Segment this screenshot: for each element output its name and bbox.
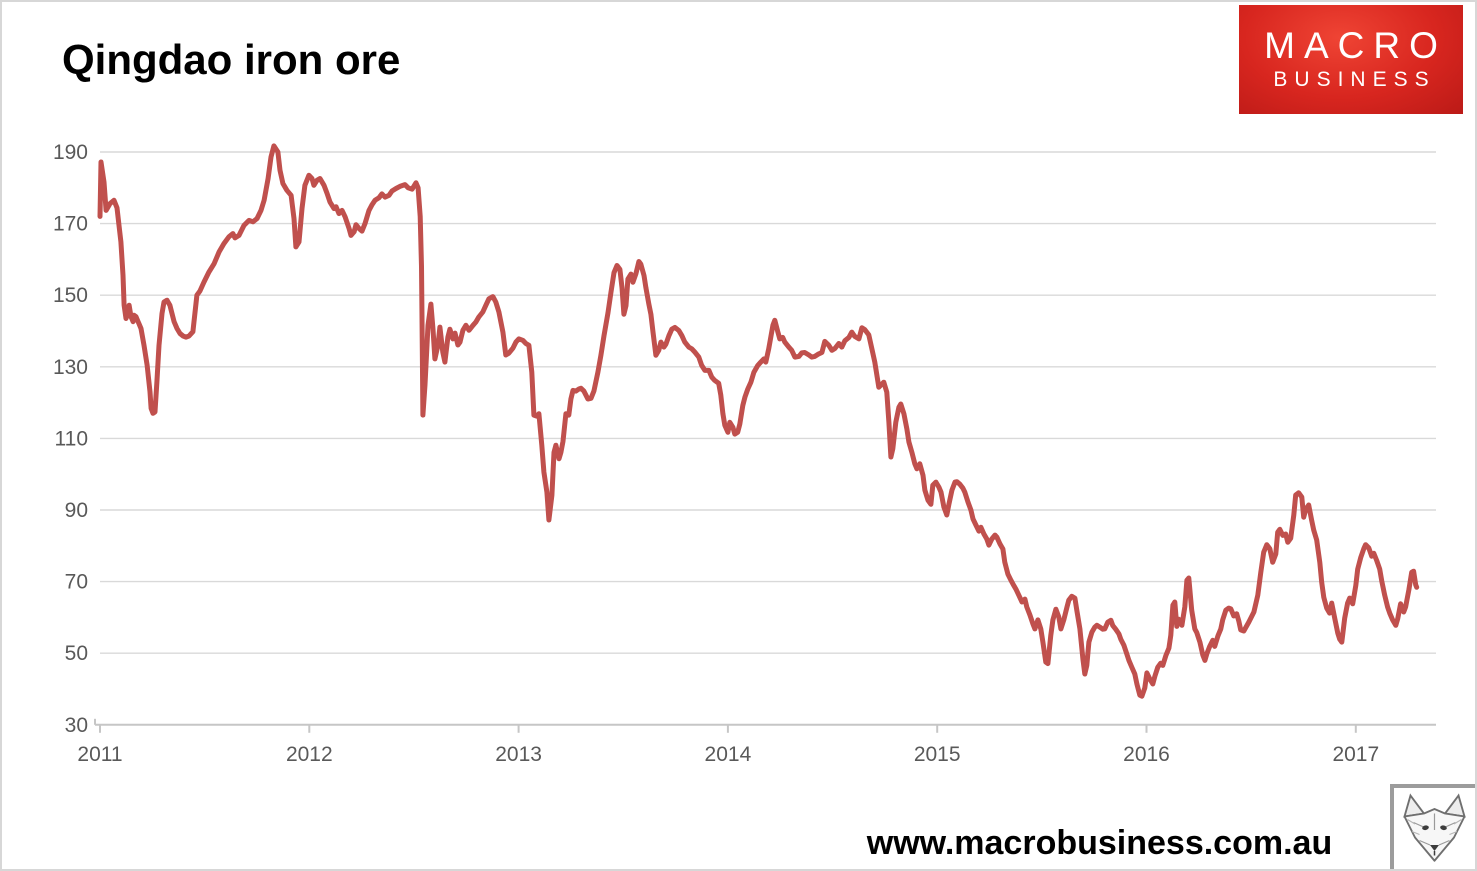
x-axis-tick-label: 2011 <box>77 743 122 766</box>
y-axis-tick-label: 170 <box>53 213 88 236</box>
x-axis-tick-label: 2015 <box>914 743 961 766</box>
price-line-series <box>97 143 1420 699</box>
y-axis-tick-label: 190 <box>53 141 88 164</box>
fox-sketch-icon <box>1403 793 1466 862</box>
x-axis-tick-label: 2016 <box>1123 743 1170 766</box>
x-axis-tick-label: 2012 <box>286 743 333 766</box>
x-axis-tick-label: 2014 <box>705 743 752 766</box>
y-axis-tick-label: 30 <box>65 714 88 737</box>
website-url: www.macrobusiness.com.au <box>866 824 1333 862</box>
logo-text-business: BUSINESS <box>1273 68 1436 92</box>
page-title: Qingdao iron ore <box>62 36 401 83</box>
y-axis-tick-label: 70 <box>65 571 88 594</box>
logo-text-macro: MACRO <box>1264 24 1447 66</box>
fox-logo-frame <box>1390 784 1475 869</box>
x-axis-tick-label: 2017 <box>1332 743 1379 766</box>
y-axis-tick-label: 150 <box>53 284 88 307</box>
y-axis-tick-label: 130 <box>53 356 88 379</box>
macrobusiness-logo: MACRO BUSINESS <box>1239 5 1463 114</box>
y-axis-tick-label: 90 <box>65 499 88 522</box>
y-axis-tick-label: 50 <box>65 642 88 665</box>
y-axis-tick-label: 110 <box>55 427 88 450</box>
x-axis-tick-label: 2013 <box>495 743 542 766</box>
